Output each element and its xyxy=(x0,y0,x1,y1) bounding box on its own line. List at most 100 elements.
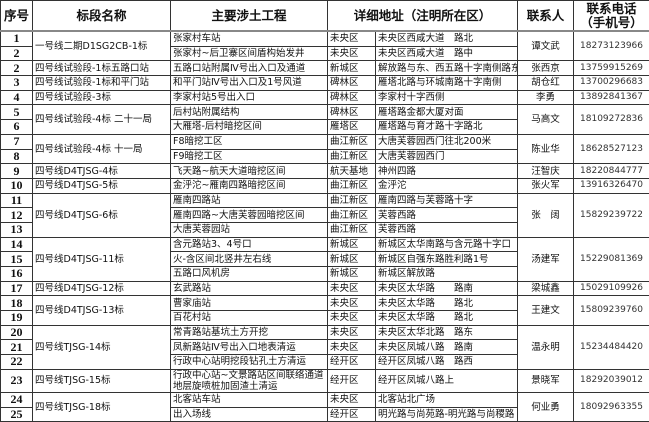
row-number: 21 xyxy=(1,340,33,355)
contact-phone: 13759915269 xyxy=(574,61,649,76)
work-item: 出入场线 xyxy=(171,407,328,422)
contact-phone: 15029109926 xyxy=(574,281,649,296)
row-number: 5 xyxy=(1,105,33,120)
header-phone: 联系电话（手机号） xyxy=(574,1,649,32)
row-number: 18 xyxy=(1,296,33,311)
district: 雁塔区 xyxy=(328,120,376,135)
row-number: 2 xyxy=(1,61,33,76)
contact-person: 汤建军 xyxy=(518,237,574,281)
address: 雁塔路金都大厦对面 xyxy=(376,105,518,120)
address: 雁塔北路与环城南路十字南侧 xyxy=(376,76,518,91)
address: 未央区凤城八路 路南 xyxy=(376,340,518,355)
section-name: 四号线D4TJSG-6标 xyxy=(33,193,171,237)
contact-phone: 18220844777 xyxy=(574,164,649,179)
row-number: 3 xyxy=(1,76,33,91)
work-item: 飞天路~航天大道暗挖区间 xyxy=(171,164,328,179)
address: 芙蓉西路 xyxy=(376,222,518,237)
district: 碑林区 xyxy=(328,105,376,120)
contact-phone: 18628527123 xyxy=(574,134,649,163)
work-item: 金泘沱~雁南四路暗挖区间 xyxy=(171,178,328,193)
address: 李家村十字西侧 xyxy=(376,90,518,105)
work-item: 雁南四路~大唐芙蓉园暗挖区间 xyxy=(171,208,328,223)
work-item: 大唐芙蓉园站 xyxy=(171,222,328,237)
row-number: 8 xyxy=(1,149,33,164)
district: 碑林区 xyxy=(328,90,376,105)
work-item: 和平门站Ⅳ号出入口及1号风道 xyxy=(171,76,328,91)
header-work: 主要涉土工程 xyxy=(171,1,328,32)
row-number: 4 xyxy=(1,90,33,105)
section-name: 四号线TJSG-15标 xyxy=(33,369,171,392)
work-item: 张家村车站 xyxy=(171,31,328,46)
address: 芙蓉西路 xyxy=(376,208,518,223)
address: 未央区太华北路 路东 xyxy=(376,325,518,340)
address: 雁塔路与育才路十字路北 xyxy=(376,120,518,135)
contact-phone: 13892841367 xyxy=(574,90,649,105)
row-number: 23 xyxy=(1,369,33,392)
contact-person: 李勇 xyxy=(518,90,574,105)
work-item: 五路口风机房 xyxy=(171,267,328,282)
district: 经开区 xyxy=(328,369,376,392)
district: 曲江新区 xyxy=(328,193,376,208)
contact-person: 张西京 xyxy=(518,61,574,76)
contact-person: 梁城鑫 xyxy=(518,281,574,296)
contact-phone: 18292039012 xyxy=(574,369,649,392)
district: 未央区 xyxy=(328,296,376,311)
contact-person: 王建文 xyxy=(518,296,574,325)
address: 大唐芙蓉园西门 xyxy=(376,149,518,164)
row-number: 6 xyxy=(1,120,33,135)
header-address: 详细地址（注明所在区） xyxy=(328,1,518,32)
row-number: 13 xyxy=(1,222,33,237)
section-name: 四号线TJSG-18标 xyxy=(33,392,171,421)
address: 经开区凤城八路 路西 xyxy=(376,355,518,370)
section-name: 四号线试验段-1标和平门站 xyxy=(33,76,171,91)
section-name: 一号线二期D1SG2CB-1标 xyxy=(33,31,171,61)
row-number: 25 xyxy=(1,407,33,422)
section-name: 四号线试验段-4标 十一局 xyxy=(33,134,171,163)
district: 曲江新区 xyxy=(328,134,376,149)
contact-phone: 18109272836 xyxy=(574,105,649,134)
work-item: 行政中心站明挖段钻孔土方清运 xyxy=(171,355,328,370)
contact-phone: 13916326470 xyxy=(574,178,649,193)
address: 金泘沱 xyxy=(376,178,518,193)
section-name: 四号线TJSG-14标 xyxy=(33,325,171,369)
district: 新城区 xyxy=(328,267,376,282)
row-number: 24 xyxy=(1,392,33,407)
contact-person: 景晓军 xyxy=(518,369,574,392)
work-item: 五路口站附属Ⅳ号出入口及通道 xyxy=(171,61,328,76)
section-name: 四号线D4TJSG-4标 xyxy=(33,164,171,179)
row-number: 20 xyxy=(1,325,33,340)
contact-phone: 13700296683 xyxy=(574,76,649,91)
header-contact: 联系人 xyxy=(518,1,574,32)
contact-person: 马高文 xyxy=(518,105,574,134)
district: 新城区 xyxy=(328,61,376,76)
row-number: 17 xyxy=(1,281,33,296)
district: 未央区 xyxy=(328,281,376,296)
work-item: 北客站车站 xyxy=(171,392,328,407)
address: 未央区太华路 路北 xyxy=(376,296,518,311)
contact-person: 张火军 xyxy=(518,178,574,193)
district: 曲江新区 xyxy=(328,208,376,223)
contact-person: 汪智庆 xyxy=(518,164,574,179)
address: 未央区太华路 路南 xyxy=(376,281,518,296)
work-item: 张家村~后卫寨区间盾构始发井 xyxy=(171,46,328,61)
row-number: 10 xyxy=(1,178,33,193)
header-no: 序号 xyxy=(1,1,33,32)
contact-person: 何业勇 xyxy=(518,392,574,421)
section-name: 四号线试验段-1标五路口站 xyxy=(33,61,171,76)
address: 未央区西咸大道 路中 xyxy=(376,46,518,61)
district: 未央区 xyxy=(328,311,376,326)
row-number: 22 xyxy=(1,355,33,370)
address: 神州四路 xyxy=(376,164,518,179)
work-item: 含元路站3、4号口 xyxy=(171,237,328,252)
section-name: 四号线D4TJSG-5标 xyxy=(33,178,171,193)
address: 大唐芙蓉园西门往北200米 xyxy=(376,134,518,149)
section-name: 四号线D4TJSG-12标 xyxy=(33,281,171,296)
section-name: 四号线试验段-4标 二十一局 xyxy=(33,105,171,134)
